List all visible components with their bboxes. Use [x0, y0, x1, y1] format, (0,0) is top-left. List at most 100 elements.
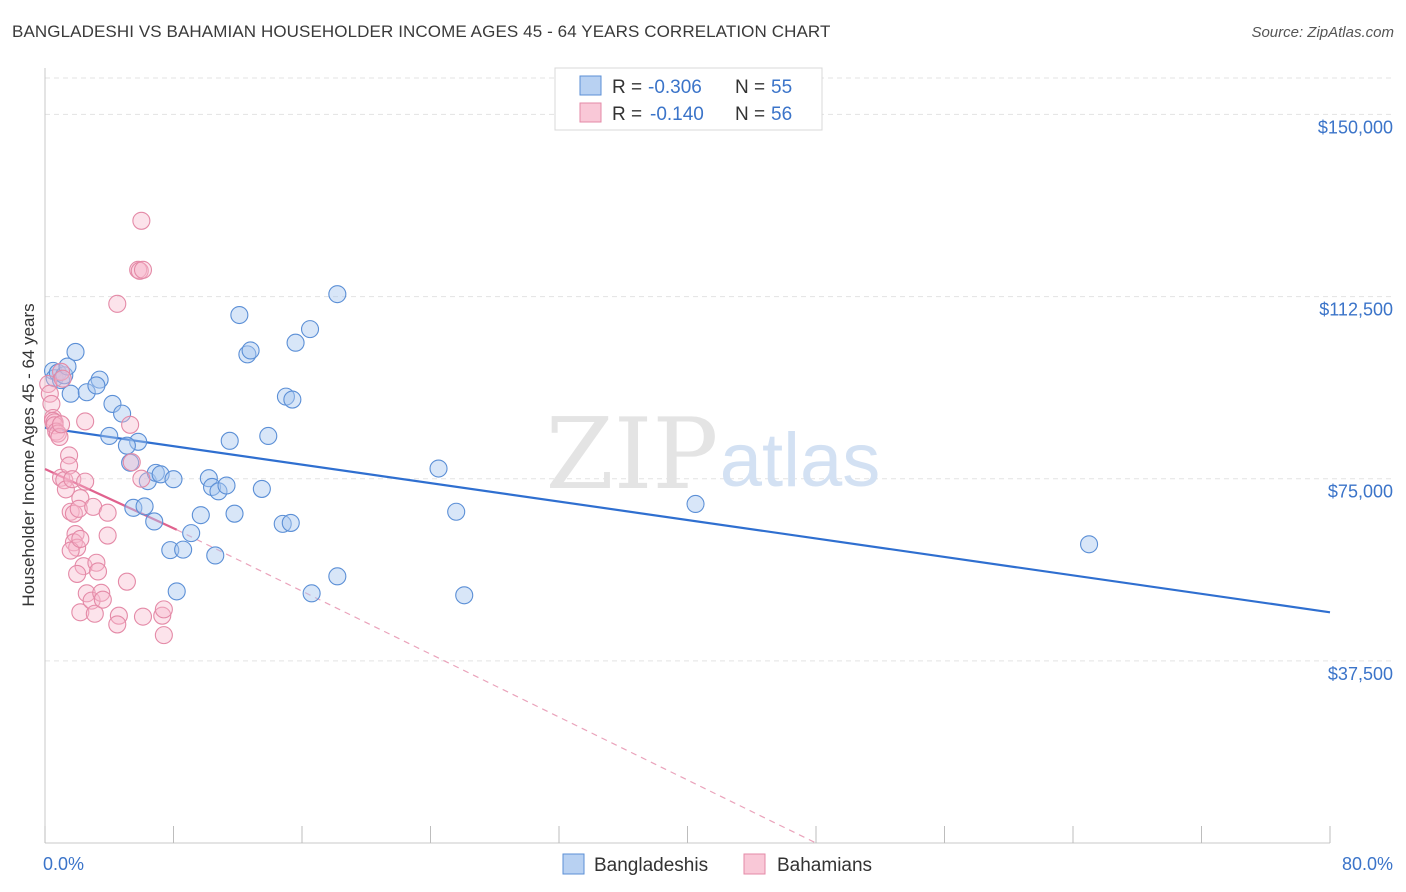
point-bangladeshis-38: [241, 341, 260, 360]
legend-swatch-blue: [579, 75, 602, 96]
point-bangladeshis-15: [117, 436, 136, 455]
legend-label-bahamians: Bahamians: [777, 855, 872, 876]
point-bahamians-32: [71, 603, 90, 622]
point-bangladeshis-22: [135, 497, 154, 516]
legend-swatch-bahamians: [743, 853, 766, 875]
point-bahamians-40: [93, 590, 112, 609]
point-bangladeshis-52: [455, 586, 474, 605]
point-bahamians-47: [122, 453, 141, 472]
point-bahamians-24: [61, 541, 80, 560]
point-bangladeshis-45: [286, 333, 305, 352]
point-bahamians-37: [88, 562, 108, 581]
point-bangladeshis-51: [447, 502, 466, 521]
point-bangladeshis-23: [145, 512, 164, 531]
legend-r-value-2: -0.140: [650, 104, 704, 125]
point-bangladeshis-20: [164, 470, 183, 489]
y-tick-label-3: $150,000: [1318, 117, 1393, 137]
point-bangladeshis-6: [66, 342, 85, 361]
point-bangladeshis-53: [686, 494, 705, 514]
point-bahamians-38: [85, 604, 104, 623]
point-bangladeshis-40: [259, 426, 278, 446]
point-bangladeshis-35: [225, 504, 244, 523]
point-bahamians-44: [108, 615, 127, 634]
point-bangladeshis-9: [90, 370, 109, 389]
source-label: Source: ZipAtlas.com: [1251, 24, 1394, 41]
point-bangladeshis-7: [61, 384, 80, 403]
legend-swatch-pink: [579, 102, 602, 123]
point-bangladeshis-25: [174, 540, 193, 559]
legend-n-value-2: 56: [771, 104, 792, 125]
point-bangladeshis-54: [1080, 535, 1099, 554]
watermark-zip: ZIP: [546, 398, 719, 512]
point-bahamians-45: [117, 572, 136, 591]
legend-n-label-2: N =: [735, 104, 765, 125]
y-axis-label: Householder Income Ages 45 - 64 years: [19, 303, 38, 606]
point-bahamians-50: [129, 260, 148, 279]
trend-lines: [44, 426, 1331, 844]
trend-line-bangladeshis: [44, 426, 1331, 614]
trend-line-bahamians: [44, 468, 178, 531]
chart-title: BANGLADESHI VS BAHAMIAN HOUSEHOLDER INCO…: [12, 22, 831, 41]
point-bahamians-56: [154, 626, 173, 645]
point-bangladeshis-26: [182, 524, 201, 543]
point-bahamians-41: [98, 503, 117, 522]
x-tick-label-1: 80.0%: [1342, 854, 1393, 874]
legend-r-label-2: R =: [612, 104, 642, 125]
x-tick-label-0: 0.0%: [43, 854, 84, 874]
legend-n-label-1: N =: [735, 77, 765, 98]
x-tick-labels: 0.0% 80.0%: [43, 854, 1393, 874]
point-bahamians-39: [92, 583, 111, 602]
y-tick-label-0: $37,500: [1328, 664, 1393, 684]
legend-r-label-1: R =: [612, 77, 642, 98]
point-bahamians-10: [52, 362, 71, 381]
point-bangladeshis-49: [328, 567, 347, 586]
point-bahamians-48: [132, 469, 151, 488]
point-bangladeshis-46: [300, 320, 320, 339]
point-bangladeshis-50: [429, 459, 448, 478]
point-bangladeshis-13: [100, 426, 119, 446]
grid-lines: [45, 77, 1392, 662]
legend-label-bangladeshis: Bangladeshis: [594, 855, 708, 876]
point-bahamians-20: [64, 504, 83, 523]
point-bangladeshis-24: [161, 541, 180, 560]
point-bahamians-27: [71, 529, 90, 548]
point-bahamians-16: [60, 446, 79, 465]
point-bangladeshis-39: [252, 479, 271, 498]
point-bahamians-54: [153, 606, 172, 625]
point-bahamians-26: [69, 499, 88, 518]
point-bangladeshis-36: [230, 305, 249, 325]
series-bahamians: [39, 211, 173, 645]
point-bahamians-46: [121, 415, 140, 434]
point-bangladeshis-27: [191, 506, 210, 525]
point-bangladeshis-8: [77, 383, 96, 402]
point-bahamians-49: [108, 294, 127, 313]
point-bangladeshis-48: [328, 285, 347, 304]
point-bangladeshis-34: [220, 431, 239, 450]
point-bangladeshis-44: [283, 390, 302, 409]
point-bangladeshis-10: [87, 376, 106, 395]
y-tick-labels: $37,500 $75,000 $112,500 $150,000: [1318, 117, 1393, 683]
point-bangladeshis-28: [167, 582, 186, 601]
correlation-legend: R = -0.306 N = 55 R = -0.140 N = 56: [554, 67, 823, 131]
axes: [44, 68, 1331, 844]
point-bahamians-31: [68, 564, 87, 583]
series-bangladeshis: [43, 285, 1099, 605]
point-bahamians-55: [154, 600, 173, 619]
point-bahamians-42: [98, 526, 117, 545]
watermark: ZIP atlas: [546, 398, 881, 512]
y-tick-label-2: $112,500: [1319, 300, 1393, 320]
legend-r-value-1: -0.306: [648, 77, 702, 98]
legend-swatch-bangladeshis: [562, 853, 585, 875]
y-tick-label-1: $75,000: [1328, 482, 1393, 502]
point-bahamians-29: [76, 472, 95, 491]
point-bahamians-28: [76, 412, 95, 431]
point-bangladeshis-33: [206, 546, 225, 565]
point-bangladeshis-32: [217, 476, 236, 495]
point-bangladeshis-47: [302, 584, 321, 603]
series-legend: Bangladeshis Bahamians: [562, 853, 872, 876]
legend-n-value-1: 55: [771, 77, 792, 98]
point-bahamians-11: [53, 369, 72, 388]
point-bahamians-12: [52, 415, 71, 434]
point-bangladeshis-11: [103, 394, 122, 413]
